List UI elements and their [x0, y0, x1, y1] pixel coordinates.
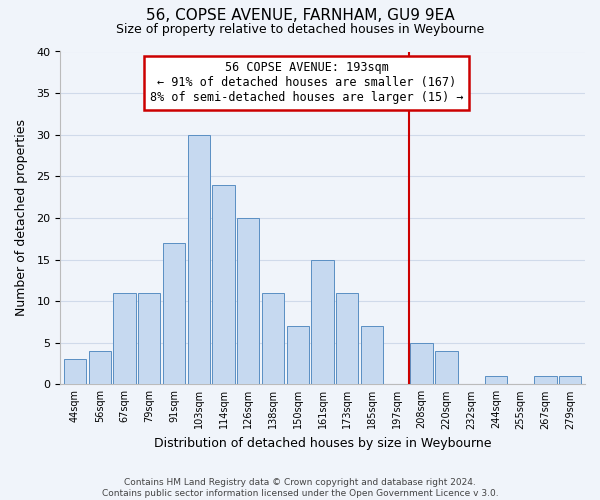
Bar [559, 376, 581, 384]
Bar [336, 293, 358, 384]
Bar [188, 134, 210, 384]
Bar [237, 218, 259, 384]
Bar [138, 293, 160, 384]
Text: 56, COPSE AVENUE, FARNHAM, GU9 9EA: 56, COPSE AVENUE, FARNHAM, GU9 9EA [146, 8, 454, 22]
X-axis label: Distribution of detached houses by size in Weybourne: Distribution of detached houses by size … [154, 437, 491, 450]
Bar [311, 260, 334, 384]
Bar [113, 293, 136, 384]
Text: Size of property relative to detached houses in Weybourne: Size of property relative to detached ho… [116, 22, 484, 36]
Bar [212, 184, 235, 384]
Bar [534, 376, 557, 384]
Bar [89, 351, 111, 384]
Bar [435, 351, 458, 384]
Bar [287, 326, 309, 384]
Bar [485, 376, 507, 384]
Bar [64, 360, 86, 384]
Text: 56 COPSE AVENUE: 193sqm
← 91% of detached houses are smaller (167)
8% of semi-de: 56 COPSE AVENUE: 193sqm ← 91% of detache… [150, 62, 464, 104]
Bar [262, 293, 284, 384]
Bar [163, 243, 185, 384]
Text: Contains HM Land Registry data © Crown copyright and database right 2024.
Contai: Contains HM Land Registry data © Crown c… [101, 478, 499, 498]
Y-axis label: Number of detached properties: Number of detached properties [15, 120, 28, 316]
Bar [410, 342, 433, 384]
Bar [361, 326, 383, 384]
